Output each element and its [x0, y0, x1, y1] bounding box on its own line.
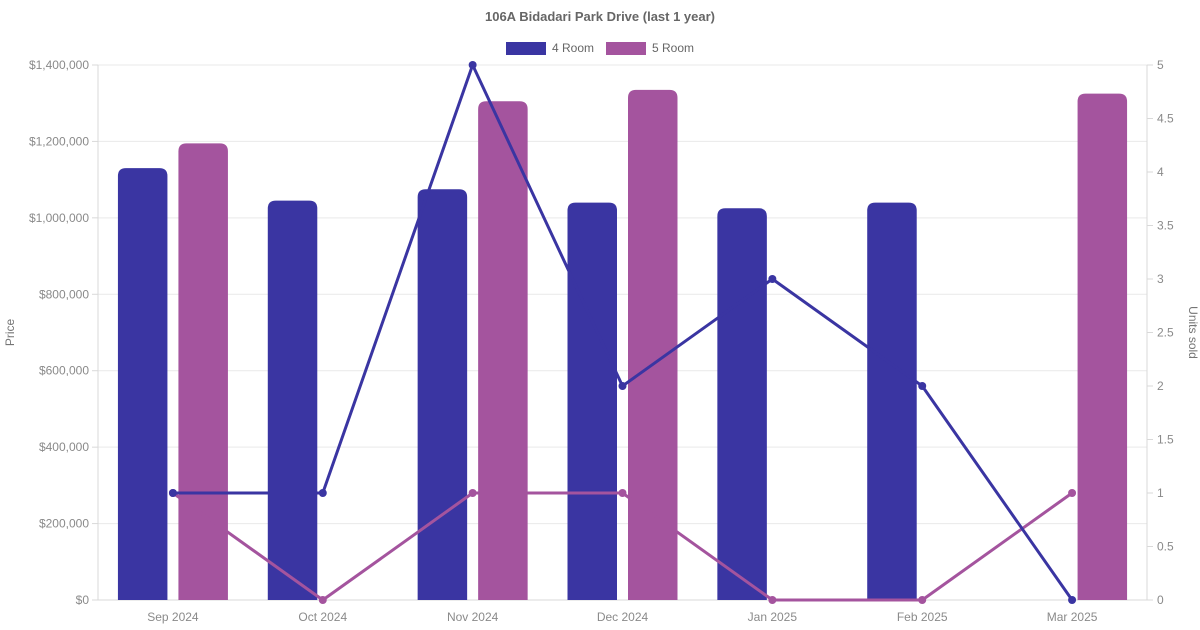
y-left-tick-label--1-200-000: $1,200,000 — [29, 134, 89, 148]
x-tick-label-feb-2025: Feb 2025 — [897, 610, 948, 624]
y-right-tick-label-1: 1 — [1157, 486, 1164, 500]
y-right-tick-label-3-5: 3.5 — [1157, 219, 1174, 233]
chart-title: 106A Bidadari Park Drive (last 1 year) — [484, 9, 716, 24]
y-left-tick-label--600-000: $600,000 — [39, 364, 89, 378]
point-5-room-nov-2024[interactable] — [468, 489, 477, 497]
y-left-tick-label--800-000: $800,000 — [39, 287, 89, 301]
point-4-room-nov-2024[interactable] — [468, 61, 477, 69]
x-tick-label-mar-2025: Mar 2025 — [1047, 610, 1098, 624]
bar-4-room-nov-2024[interactable] — [417, 189, 468, 601]
y-left-axis-title: Price — [3, 319, 17, 347]
x-tick-label-sep-2024: Sep 2024 — [147, 610, 199, 624]
legend-swatch-4-room-icon — [505, 41, 546, 55]
x-tick-label-jan-2025: Jan 2025 — [748, 610, 798, 624]
y-right-tick-label-0-5: 0.5 — [1157, 540, 1174, 554]
point-4-room-oct-2024[interactable] — [318, 489, 327, 497]
point-5-room-dec-2024[interactable] — [618, 489, 627, 497]
chart-legend: 4 Room 5 Room — [0, 41, 1200, 55]
legend-item-5-room[interactable]: 5 Room — [606, 41, 694, 55]
y-right-axis-title: Units sold — [1186, 306, 1200, 359]
y-right-tick-label-3: 3 — [1157, 272, 1164, 286]
point-5-room-oct-2024[interactable] — [318, 596, 327, 604]
point-5-room-mar-2025[interactable] — [1068, 489, 1077, 497]
point-5-room-jan-2025[interactable] — [768, 596, 777, 604]
bar-4-room-feb-2025[interactable] — [867, 202, 917, 601]
y-left-tick-label--400-000: $400,000 — [39, 440, 89, 454]
y-left-tick-label--200-000: $200,000 — [39, 517, 89, 531]
x-tick-label-dec-2024: Dec 2024 — [597, 610, 649, 624]
bar-5-room-nov-2024[interactable] — [478, 101, 528, 600]
bar-4-room-oct-2024[interactable] — [267, 200, 318, 601]
bar-4-room-jan-2025[interactable] — [717, 208, 767, 600]
point-4-room-sep-2024[interactable] — [168, 489, 177, 497]
bar-5-room-sep-2024[interactable] — [178, 143, 228, 600]
x-tick-label-nov-2024: Nov 2024 — [447, 610, 499, 624]
x-tick-label-oct-2024: Oct 2024 — [298, 610, 347, 624]
y-right-tick-label-1-5: 1.5 — [1157, 433, 1174, 447]
point-4-room-jan-2025[interactable] — [768, 275, 777, 283]
bar-4-room-dec-2024[interactable] — [567, 202, 618, 601]
legend-item-4-room[interactable]: 4 Room — [505, 41, 594, 55]
point-5-room-feb-2025[interactable] — [918, 596, 927, 604]
y-right-tick-label-2-5: 2.5 — [1157, 326, 1174, 340]
y-right-tick-label-4: 4 — [1157, 165, 1164, 179]
legend-swatch-5-room-icon — [606, 41, 646, 55]
y-left-tick-label--1-400-000: $1,400,000 — [29, 58, 89, 72]
point-4-room-mar-2025[interactable] — [1068, 596, 1077, 604]
legend-label-5-room: 5 Room — [652, 41, 695, 55]
y-right-tick-label-0: 0 — [1157, 593, 1164, 607]
y-right-tick-label-2: 2 — [1157, 379, 1164, 393]
bar-5-room-mar-2025[interactable] — [1077, 93, 1128, 601]
bar-4-room-sep-2024[interactable] — [117, 168, 168, 600]
point-4-room-feb-2025[interactable] — [918, 382, 927, 390]
legend-label-4-room: 4 Room — [551, 41, 594, 55]
y-right-tick-label-4-5: 4.5 — [1157, 112, 1174, 126]
bar-5-room-dec-2024[interactable] — [628, 89, 678, 600]
y-left-tick-label--1-000-000: $1,000,000 — [29, 211, 89, 225]
y-right-tick-label-5: 5 — [1157, 58, 1164, 72]
y-left-tick-label--0: $0 — [76, 593, 90, 607]
point-4-room-dec-2024[interactable] — [618, 382, 627, 390]
